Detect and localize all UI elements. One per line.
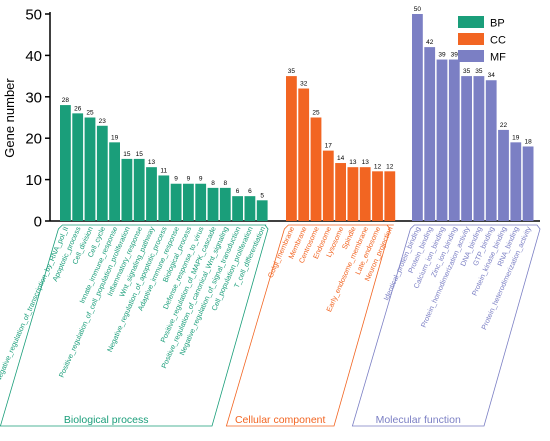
bar-bp [158, 175, 170, 221]
bar-bp [183, 183, 194, 221]
bar-bp [232, 196, 243, 221]
bar-value-label: 9 [174, 176, 178, 183]
bar-mf [473, 76, 485, 221]
bar-cc [347, 167, 359, 221]
group-bracket-mf [351, 224, 541, 427]
bar-mf [510, 142, 522, 221]
bar-bp [256, 200, 268, 221]
bar-value-label: 13 [148, 159, 156, 166]
bar-value-label: 42 [426, 39, 434, 46]
bar-value-label: 23 [99, 118, 107, 125]
bar-cc [298, 88, 310, 222]
bar-value-label: 17 [325, 143, 333, 150]
bar-value-label: 28 [62, 97, 70, 104]
bar-value-label: 35 [475, 68, 483, 75]
bar-value-label: 25 [312, 110, 320, 117]
y-tick-label: 30 [25, 89, 42, 106]
bar-bp [170, 183, 182, 221]
bar-value-label: 9 [187, 176, 191, 183]
legend-swatch-bp [458, 16, 484, 28]
y-tick-label: 40 [25, 48, 42, 65]
legend: BP CC MF [458, 16, 506, 64]
bar-mf [498, 129, 509, 221]
bar-value-label: 8 [223, 180, 227, 187]
bar-bp [109, 142, 120, 221]
legend-label: CC [490, 35, 506, 47]
bar-bp [96, 125, 108, 221]
y-tick-label: 10 [25, 172, 42, 189]
legend-swatch-cc [458, 33, 484, 45]
bar-cc [335, 163, 346, 221]
bar-mf [485, 80, 497, 222]
bar-bp [146, 167, 157, 221]
bar-value-label: 22 [500, 122, 508, 129]
bar-value-label: 34 [488, 72, 496, 79]
x-tick-label: Negative_regulation_of_transcription_by_… [0, 225, 70, 383]
bar-value-label: 6 [248, 188, 252, 195]
bar-value-label: 9 [199, 176, 203, 183]
bar-value-label: 13 [362, 159, 370, 166]
bar-bp [121, 158, 133, 221]
group-brackets-layer: Biological process Cellular component Mole… [0, 224, 541, 427]
bar-mf [522, 146, 534, 221]
y-axis-label: Gene number [2, 78, 17, 158]
bar-value-label: 12 [374, 163, 382, 170]
group-bracket-bp [0, 224, 269, 427]
bar-mf [461, 76, 472, 221]
bar-value-label: 32 [300, 81, 308, 88]
bar-value-label: 26 [74, 105, 82, 112]
bar-value-label: 15 [136, 151, 144, 158]
bar-bp [60, 105, 71, 221]
y-tick-label: 50 [25, 7, 42, 24]
bar-cc [322, 150, 334, 221]
bar-bp [244, 196, 256, 221]
bar-value-label: 35 [463, 68, 471, 75]
bar-value-label: 6 [236, 188, 240, 195]
bar-value-label: 39 [438, 52, 446, 59]
bar-value-label: 12 [386, 163, 394, 170]
bar-value-label: 39 [451, 52, 459, 59]
bar-bp [207, 187, 219, 221]
bar-value-label: 19 [111, 134, 119, 141]
group-name-label: Cellular component [235, 414, 326, 426]
bar-mf [412, 14, 423, 221]
bars-layer [60, 14, 534, 222]
bar-value-label: 35 [288, 68, 296, 75]
bar-cc [286, 76, 297, 221]
bar-value-label: 5 [260, 192, 264, 199]
bar-value-label: 14 [337, 155, 345, 162]
bar-bp [133, 158, 145, 221]
bar-cc [359, 167, 371, 221]
group-bracket-cc [225, 224, 394, 427]
bar-value-label: 19 [512, 134, 520, 141]
bar-bp [72, 113, 84, 221]
value-labels-layer: 28 26 25 23 19 15 15 13 11 9 9 9 8 8 6 6 5 35 32 25 17 14 13 13… [62, 6, 532, 199]
bar-value-label: 18 [524, 138, 532, 145]
bar-value-label: 11 [160, 167, 167, 174]
bar-cc [384, 171, 396, 221]
bar-cc [310, 117, 322, 221]
bar-mf [448, 59, 460, 221]
bar-mf [424, 47, 436, 222]
bar-value-label: 13 [349, 159, 357, 166]
legend-swatch-mf [458, 50, 484, 62]
bar-value-label: 25 [86, 110, 94, 117]
legend-label: MF [490, 52, 506, 64]
y-tick-label: 20 [25, 131, 42, 148]
bar-mf [436, 59, 448, 221]
group-name-label: Biological process [64, 414, 149, 426]
y-tick-label: 0 [34, 214, 42, 231]
legend-label: BP [490, 18, 505, 30]
bar-bp [219, 187, 231, 221]
bar-value-label: 15 [123, 151, 131, 158]
bar-cc [372, 171, 383, 221]
bar-value-label: 50 [414, 6, 422, 13]
bar-bp [84, 117, 96, 221]
group-name-label: Molecular function [376, 414, 461, 426]
bar-value-label: 8 [211, 180, 215, 187]
x-tick-labels-layer: Negative_regulation_of_transcription_by_… [0, 225, 533, 384]
bar-bp [195, 183, 207, 221]
